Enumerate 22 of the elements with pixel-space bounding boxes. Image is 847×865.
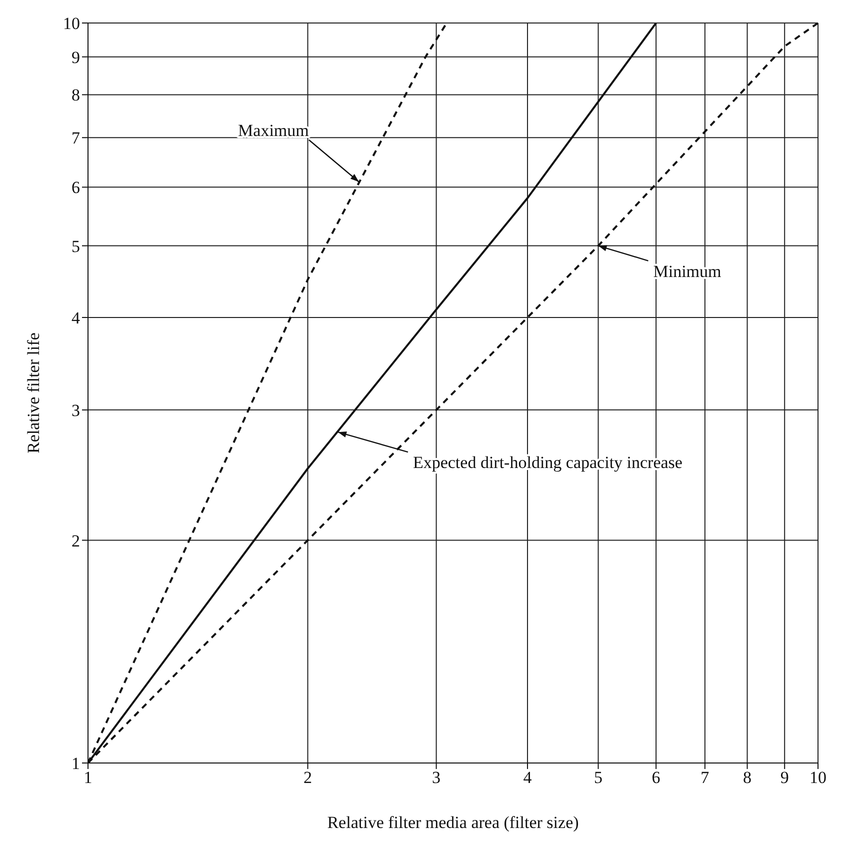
x-tick-label: 5 <box>594 768 602 788</box>
x-axis-title: Relative filter media area (filter size) <box>327 813 579 832</box>
x-tick-label: 7 <box>700 768 710 788</box>
y-tick-label: 1 <box>72 754 80 774</box>
y-axis-title: Relative filter life <box>24 332 44 454</box>
y-tick-label: 8 <box>72 86 80 105</box>
y-tick-label: 2 <box>72 531 80 550</box>
y-tick-label: 9 <box>72 48 80 67</box>
x-tick-label: 8 <box>743 768 752 788</box>
y-tick-label: 5 <box>72 236 80 256</box>
y-tick-label: 3 <box>72 400 80 420</box>
x-tick-label: 10 <box>810 768 826 788</box>
y-tick-label: 10 <box>63 14 80 34</box>
x-tick-label: 3 <box>432 768 441 788</box>
x-tick-label: 2 <box>304 768 312 788</box>
y-tick-label: 7 <box>72 128 80 148</box>
x-tick-label: 1 <box>84 768 92 788</box>
y-tick-label: 4 <box>72 308 80 328</box>
y-tick-label: 6 <box>72 178 80 198</box>
x-tick-label: 9 <box>780 768 789 788</box>
x-tick-label: 6 <box>652 768 660 788</box>
x-tick-label: 4 <box>523 768 532 788</box>
